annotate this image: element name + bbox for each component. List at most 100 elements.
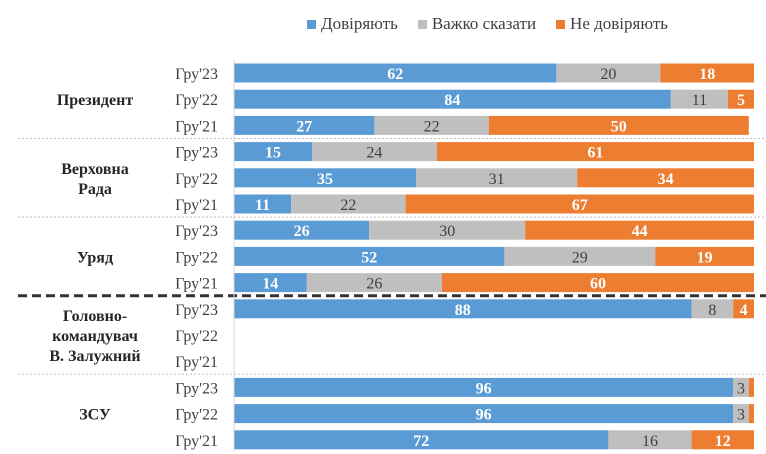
bar-segment bbox=[748, 377, 754, 397]
data-label: 24 bbox=[366, 145, 382, 162]
bar-segment bbox=[234, 142, 312, 162]
data-label: 62 bbox=[387, 66, 403, 83]
data-label: 3 bbox=[737, 380, 745, 397]
group-label: В. Залужний bbox=[49, 348, 140, 365]
bar-segment bbox=[306, 273, 442, 293]
bar-segment bbox=[234, 89, 671, 109]
row-label: Гру'23 bbox=[175, 223, 218, 240]
bar-segment bbox=[374, 115, 489, 135]
data-label: 29 bbox=[572, 249, 588, 266]
legend-label: Важко сказати bbox=[431, 14, 537, 33]
bar-segment bbox=[234, 246, 505, 266]
bar-segment bbox=[660, 63, 754, 83]
legend-label: Довіряють bbox=[321, 14, 398, 33]
bar-segment bbox=[504, 246, 656, 266]
bar-segment bbox=[691, 430, 754, 450]
bar-segment bbox=[733, 404, 749, 424]
row-label: Гру'21 bbox=[175, 197, 218, 214]
legend-swatch bbox=[417, 19, 427, 29]
bar-segment bbox=[655, 246, 754, 266]
row-label: Гру'23 bbox=[175, 145, 218, 162]
group-label: ЗСУ bbox=[79, 407, 111, 424]
row-label: Гру'22 bbox=[175, 407, 218, 424]
bar-segment bbox=[234, 220, 370, 240]
data-label: 27 bbox=[296, 118, 312, 135]
data-label: 14 bbox=[262, 276, 278, 293]
bar-segment bbox=[733, 377, 749, 397]
bar-segment bbox=[556, 63, 661, 83]
data-label: 12 bbox=[715, 433, 731, 450]
bar-segment bbox=[488, 115, 749, 135]
bar-segment bbox=[608, 430, 692, 450]
bar-segment bbox=[234, 299, 692, 319]
row-label: Гру'22 bbox=[175, 249, 218, 266]
data-label: 44 bbox=[632, 223, 648, 240]
group-label: командувач bbox=[52, 328, 138, 345]
bar-segment bbox=[577, 168, 754, 188]
bar-segment bbox=[733, 299, 754, 319]
data-label: 20 bbox=[600, 66, 616, 83]
data-label: 30 bbox=[439, 223, 455, 240]
data-label: 96 bbox=[476, 407, 492, 424]
row-label: Гру'22 bbox=[175, 171, 218, 188]
bar-segment bbox=[312, 142, 437, 162]
bar-segment bbox=[670, 89, 728, 109]
bar-segment bbox=[234, 194, 292, 214]
bar-segment bbox=[369, 220, 526, 240]
bar-segment bbox=[234, 377, 734, 397]
bar-segment bbox=[691, 299, 734, 319]
row-label: Гру'22 bbox=[175, 92, 218, 109]
bar-segment bbox=[442, 273, 754, 293]
bar-segment bbox=[748, 404, 754, 424]
data-label: 60 bbox=[590, 276, 606, 293]
data-label: 52 bbox=[361, 249, 377, 266]
data-label: 35 bbox=[317, 171, 333, 188]
bar-segment bbox=[234, 168, 416, 188]
data-label: 26 bbox=[294, 223, 310, 240]
legend-item-distrust: Не довіряють bbox=[556, 14, 668, 34]
data-label: 31 bbox=[489, 171, 505, 188]
data-label: 34 bbox=[658, 171, 674, 188]
row-label: Гру'21 bbox=[175, 354, 218, 371]
data-label: 22 bbox=[340, 197, 356, 214]
legend-label: Не довіряють bbox=[570, 14, 668, 33]
data-label: 5 bbox=[737, 92, 745, 109]
data-label: 96 bbox=[476, 380, 492, 397]
group-label: Верховна bbox=[61, 161, 129, 178]
group-label: Уряд bbox=[77, 249, 113, 266]
row-label: Гру'23 bbox=[175, 380, 218, 397]
legend-item-trust: Довіряють bbox=[307, 14, 398, 34]
group-label: Президент bbox=[57, 92, 134, 109]
group-label: Рада bbox=[78, 181, 112, 198]
data-label: 8 bbox=[708, 302, 716, 319]
data-label: 3 bbox=[737, 407, 745, 424]
data-label: 18 bbox=[699, 66, 715, 83]
row-label: Гру'23 bbox=[175, 302, 218, 319]
legend-item-hard-to-say: Важко сказати bbox=[417, 14, 537, 34]
data-label: 22 bbox=[424, 118, 440, 135]
data-label: 84 bbox=[444, 92, 460, 109]
bar-segment bbox=[234, 63, 557, 83]
data-label: 11 bbox=[255, 197, 270, 214]
data-label: 72 bbox=[413, 433, 429, 450]
data-label: 88 bbox=[455, 302, 471, 319]
bar-segment bbox=[234, 430, 609, 450]
legend-swatch bbox=[556, 19, 566, 29]
data-label: 16 bbox=[642, 433, 658, 450]
data-label: 67 bbox=[572, 197, 588, 214]
data-label: 50 bbox=[611, 118, 627, 135]
row-label: Гру'23 bbox=[175, 66, 218, 83]
data-label: 19 bbox=[697, 249, 713, 266]
bar-segment bbox=[291, 194, 406, 214]
bar-segment bbox=[525, 220, 754, 240]
bar-segment bbox=[728, 89, 754, 109]
bar-segment bbox=[234, 273, 307, 293]
group-label: Головно- bbox=[63, 308, 127, 325]
data-label: 15 bbox=[265, 145, 281, 162]
legend: Довіряють Важко сказати Не довіряють bbox=[307, 14, 668, 34]
bar-segment bbox=[436, 142, 754, 162]
data-label: 61 bbox=[587, 145, 603, 162]
data-label: 4 bbox=[740, 302, 748, 319]
legend-swatch bbox=[307, 19, 316, 29]
